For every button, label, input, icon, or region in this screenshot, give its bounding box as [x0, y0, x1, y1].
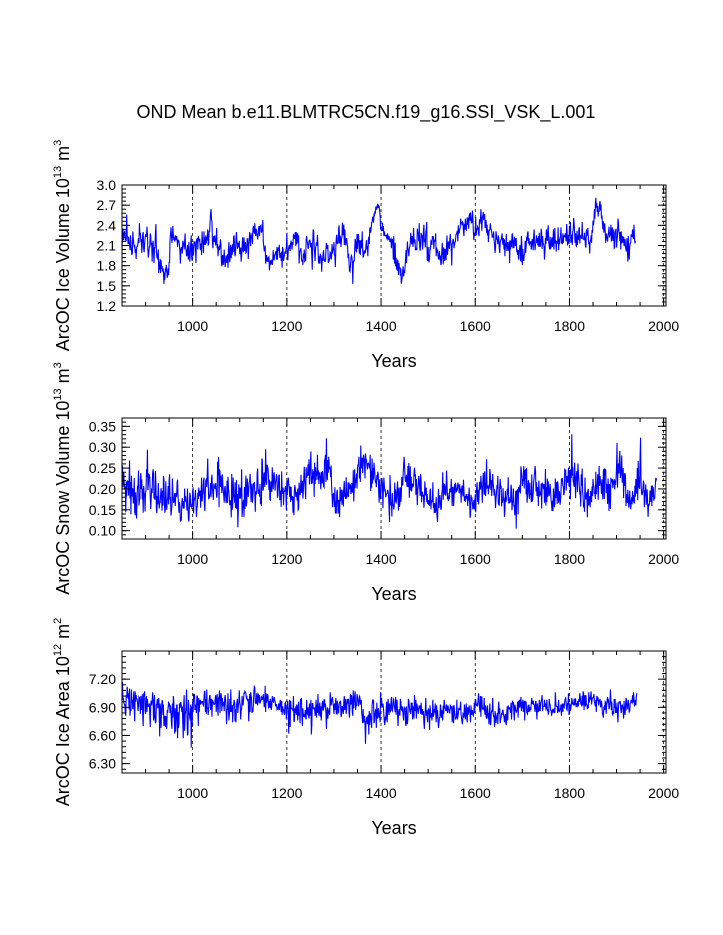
y-axis-title-part: m	[53, 368, 73, 388]
y-tick-label: 0.10	[89, 523, 116, 539]
x-tick-label: 2000	[648, 318, 679, 334]
y-axis-title: ArcOC Ice Area 1012 m2	[52, 618, 73, 806]
y-axis-title-part: 3	[52, 140, 64, 146]
y-axis-title-part: 13	[52, 388, 64, 400]
y-axis-title: ArcOC Ice Volume 1013 m3	[52, 140, 73, 351]
x-tick-label: 1800	[554, 785, 585, 801]
x-tick-label: 1600	[460, 785, 491, 801]
series-line	[122, 434, 657, 528]
panels: 1000 1200 1400 1600 1800 2000 1.2 1.5 1.8 2.1 2.4 2…	[52, 140, 679, 838]
y-axis-title-part: 2	[52, 618, 64, 624]
x-axis-title: Years	[371, 584, 416, 604]
x-tick-label: 1200	[271, 785, 302, 801]
y-axis-title-part: 3	[52, 362, 64, 368]
x-axis-title: Years	[371, 351, 416, 371]
x-tick-label: 1200	[271, 551, 302, 567]
x-tick-label: 1000	[177, 551, 208, 567]
x-tick-label: 1600	[460, 318, 491, 334]
x-tick-label: 2000	[648, 551, 679, 567]
y-tick-label: 0.25	[89, 460, 116, 476]
x-tick-label: 1800	[554, 318, 585, 334]
x-tick-label: 1600	[460, 551, 491, 567]
plot-frame	[122, 651, 666, 773]
y-tick-label: 1.8	[97, 258, 117, 274]
y-tick-label: 0.15	[89, 502, 116, 518]
y-axis-title-part: ArcOC Snow Volume 10	[53, 401, 73, 595]
y-axis-title-part: ArcOC Ice Area 10	[53, 656, 73, 806]
y-axis-title-part: m	[53, 624, 73, 644]
y-tick-label: 2.7	[97, 197, 117, 213]
y-axis-title-part: 12	[52, 644, 64, 656]
y-tick-label: 0.20	[89, 481, 116, 497]
x-tick-label: 1200	[271, 318, 302, 334]
y-tick-label: 7.20	[89, 671, 116, 687]
y-tick-label: 2.1	[97, 238, 117, 254]
panel-3: 1000 1200 1400 1600 1800 2000 6.30 6.60 6.90 7.20…	[52, 618, 679, 838]
y-tick-label: 1.5	[97, 278, 117, 294]
y-tick-label: 1.2	[97, 298, 117, 314]
x-tick-label: 2000	[648, 785, 679, 801]
x-tick-label: 1400	[365, 551, 396, 567]
x-axis-title: Years	[371, 818, 416, 838]
series-line	[122, 198, 635, 284]
y-tick-label: 3.0	[97, 177, 117, 193]
y-tick-label: 6.60	[89, 727, 116, 743]
x-tick-label: 1400	[365, 318, 396, 334]
y-tick-label: 6.30	[89, 756, 116, 772]
panel-1: 1000 1200 1400 1600 1800 2000 1.2 1.5 1.8 2.1 2.4 2…	[52, 140, 679, 371]
panel-2: 1000 1200 1400 1600 1800 2000 0.10 0.15 0.20 0.25…	[52, 362, 679, 604]
x-tick-label: 1000	[177, 785, 208, 801]
x-tick-label: 1400	[365, 785, 396, 801]
series-line	[122, 682, 637, 748]
y-axis-title-part: m	[53, 146, 73, 166]
x-tick-label: 1000	[177, 318, 208, 334]
y-tick-label: 2.4	[97, 217, 117, 233]
figure-title: OND Mean b.e11.BLMTRC5CN.f19_g16.SSI_VSK…	[137, 102, 596, 123]
y-tick-label: 6.90	[89, 699, 116, 715]
figure: OND Mean b.e11.BLMTRC5CN.f19_g16.SSI_VSK…	[0, 0, 723, 935]
x-tick-label: 1800	[554, 551, 585, 567]
y-tick-label: 0.35	[89, 418, 116, 434]
y-axis-title-part: 13	[52, 166, 64, 178]
y-axis-title: ArcOC Snow Volume 1013 m3	[52, 362, 73, 594]
y-axis-title-part: ArcOC Ice Volume 10	[53, 178, 73, 351]
y-tick-label: 0.30	[89, 439, 116, 455]
